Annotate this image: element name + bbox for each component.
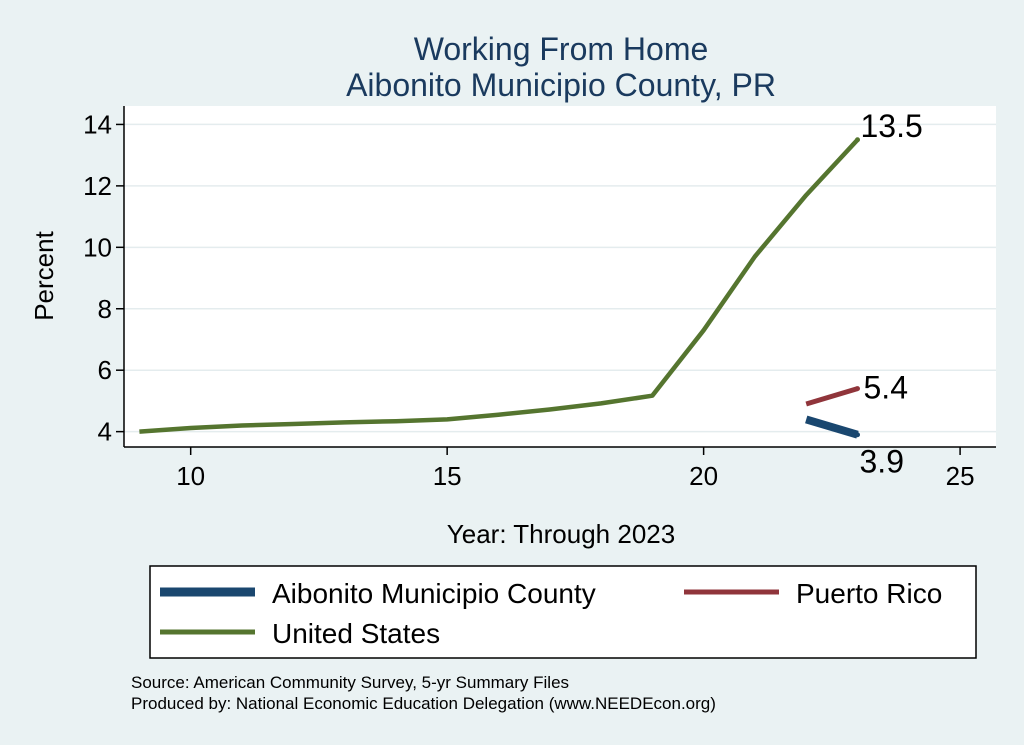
series-end-point-aibonito xyxy=(855,432,861,438)
y-tick-label: 8 xyxy=(98,294,112,324)
axes: 4 6 8 10 12 14 10 15 20 25 xyxy=(83,106,996,491)
series-line-puerto-rico xyxy=(805,386,859,407)
x-tick-label: 15 xyxy=(433,461,462,491)
y-tick-label: 4 xyxy=(98,417,112,447)
produced-by-note: Produced by: National Economic Education… xyxy=(131,694,716,713)
x-tick-label: 20 xyxy=(689,461,718,491)
end-labels: 3.9 5.4 13.5 xyxy=(860,108,923,480)
end-label-united-states: 13.5 xyxy=(861,108,923,144)
end-label-puerto-rico: 5.4 xyxy=(864,370,908,406)
series-line-aibonito xyxy=(805,415,859,439)
y-tick-label: 12 xyxy=(83,171,112,201)
x-tick-label: 10 xyxy=(176,461,205,491)
chart-subtitle: Aibonito Municipio County, PR xyxy=(346,67,776,103)
y-tick-label: 6 xyxy=(98,355,112,385)
x-tick-label: 25 xyxy=(946,461,975,491)
y-tick-label: 10 xyxy=(83,232,112,262)
series-end-point-puerto-rico xyxy=(855,386,861,392)
x-axis-title: Year: Through 2023 xyxy=(447,519,675,549)
legend-label-united-states: United States xyxy=(272,618,440,649)
legend: Aibonito Municipio County Puerto Rico Un… xyxy=(149,565,977,659)
series-end-point-united-states xyxy=(855,137,861,143)
end-label-aibonito: 3.9 xyxy=(860,444,904,480)
gridlines xyxy=(124,123,996,433)
legend-label-puerto-rico: Puerto Rico xyxy=(796,578,942,609)
y-tick-label: 14 xyxy=(83,109,112,139)
source-note: Source: American Community Survey, 5-yr … xyxy=(131,673,569,692)
series-lines xyxy=(139,137,861,439)
y-axis-title: Percent xyxy=(29,230,59,320)
legend-box xyxy=(149,565,977,659)
chart-title: Working From Home xyxy=(414,31,709,67)
legend-label-aibonito: Aibonito Municipio County xyxy=(272,578,596,609)
series-line-united-states xyxy=(139,138,860,434)
